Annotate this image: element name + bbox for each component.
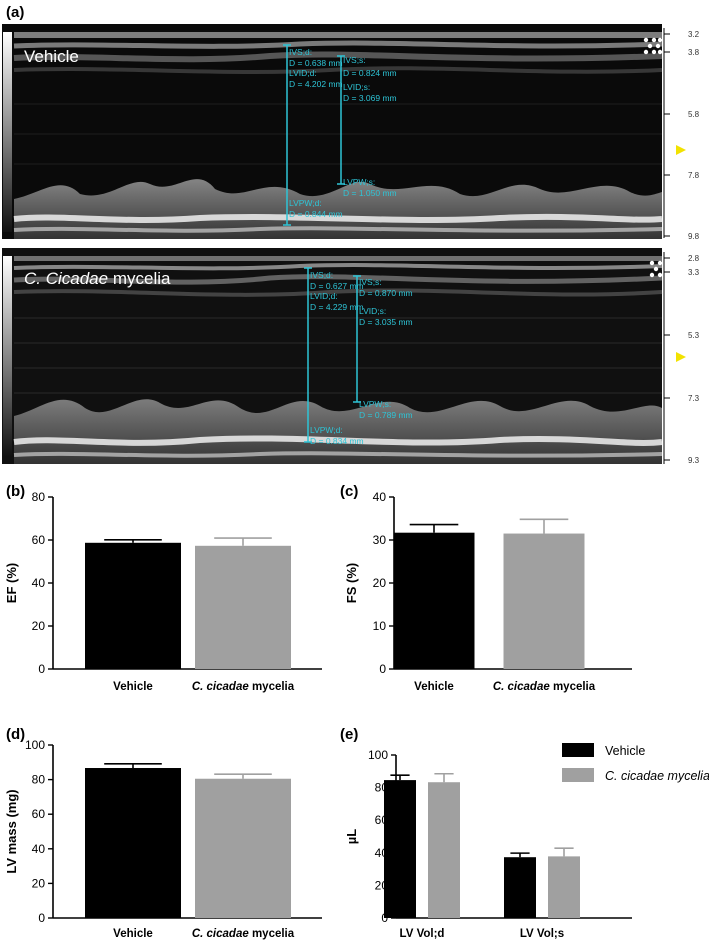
- panel-label-d: (d): [6, 726, 26, 743]
- x-category-label: Vehicle: [414, 681, 454, 693]
- vevo-logo-icon: [649, 260, 669, 278]
- bar: [384, 780, 416, 918]
- y-axis-label: LV mass (mg): [4, 789, 19, 873]
- depth-tick: 2.8: [688, 254, 700, 263]
- measure-value: D = 3.035 mm: [359, 317, 413, 327]
- depth-tick: 9.8: [688, 232, 700, 241]
- grayscale-bar: [3, 256, 12, 456]
- panel-label-a: (a): [6, 4, 25, 21]
- measure-label: LVID;s:: [343, 82, 370, 92]
- x-category-label: C. cicadae mycelia: [493, 681, 596, 693]
- depth-tick: 5.8: [688, 110, 700, 119]
- y-axis-label: FS (%): [344, 563, 359, 603]
- grayscale-bar: [3, 32, 12, 232]
- bar: [503, 533, 585, 669]
- x-category-label: LV Vol;d: [400, 928, 445, 940]
- legend-label: Vehicle: [605, 744, 645, 758]
- depth-tick: 3.2: [688, 30, 700, 39]
- chart-ef: 0 20 40 60 80 EF (%) Vehicle C. cicadae mycelia: [4, 490, 322, 693]
- measure-value: D = 0.789 mm: [359, 410, 413, 420]
- y-axis-label: µL: [344, 829, 359, 844]
- y-tick-label: 0: [38, 911, 45, 925]
- y-tick-label: 60: [32, 807, 46, 821]
- measure-value: D = 3.069 mm: [343, 93, 397, 103]
- y-tick-label: 40: [373, 490, 387, 504]
- bar: [428, 782, 460, 918]
- measure-value: D = 4.229 mm: [310, 302, 364, 312]
- measure-value: D = 0.638 mm: [289, 58, 343, 68]
- panel-label-c: (c): [340, 483, 359, 500]
- panel-label-b: (b): [6, 483, 26, 500]
- y-tick-label: 40: [32, 842, 46, 856]
- x-category-label: Vehicle: [113, 681, 153, 693]
- measure-label: LVPW;d:: [289, 198, 322, 208]
- y-tick-label: 80: [32, 490, 46, 504]
- y-tick-label: 20: [373, 576, 387, 590]
- bar: [548, 856, 580, 918]
- measure-label: LVPW;s:: [343, 177, 375, 187]
- y-tick-label: 80: [32, 773, 46, 787]
- panel-label-e: (e): [340, 726, 359, 743]
- measure-label: IVS;s:: [343, 55, 366, 65]
- measure-value: D = 4.202 mm: [289, 79, 343, 89]
- focus-marker-icon: [676, 352, 686, 362]
- bar: [85, 542, 181, 669]
- caliper-lines: [283, 44, 345, 226]
- echo-treated: 2.8 3.3 5.3 7.3 9.3 C. Cicadae mycelia I…: [0, 248, 709, 468]
- y-tick-label: 0: [379, 662, 386, 676]
- y-tick-label: 30: [373, 533, 387, 547]
- measure-label: IVS;s:: [359, 277, 382, 287]
- measure-value: D = 0.870 mm: [359, 288, 413, 298]
- measure-label: LVID;d:: [310, 291, 338, 301]
- depth-tick: 3.3: [688, 268, 700, 277]
- y-tick-label: 40: [32, 576, 46, 590]
- measure-value: D = 0.627 mm: [310, 281, 364, 291]
- measure-value: D = 0.844 mm: [289, 209, 343, 219]
- measure-label: IVS;d:: [310, 270, 333, 280]
- bar: [195, 778, 291, 918]
- y-tick-label: 60: [32, 533, 46, 547]
- measure-value: D = 1.050 mm: [343, 188, 397, 198]
- measure-label: LVPW;s:: [359, 399, 391, 409]
- bar: [85, 768, 181, 918]
- y-tick-label: 100: [25, 738, 45, 752]
- chart-lv-mass: 0 20 40 60 80 100 LV mass (mg) Vehicle C. cicada…: [4, 738, 322, 940]
- x-category-label: C. cicadae mycelia: [192, 681, 295, 693]
- bar: [195, 545, 291, 669]
- depth-tick: 9.3: [688, 456, 700, 465]
- y-tick-label: 20: [32, 876, 46, 890]
- vevo-logo-icon: [643, 37, 663, 55]
- y-tick-label: 100: [368, 748, 388, 762]
- measure-value: D = 0.834 mm: [310, 436, 364, 446]
- depth-tick: 3.8: [688, 48, 700, 57]
- echo-title: C. Cicadae mycelia: [24, 269, 171, 288]
- legend-swatch: [562, 768, 594, 782]
- depth-tick: 5.3: [688, 331, 700, 340]
- caliper-lines: [304, 267, 361, 443]
- bar: [393, 532, 475, 669]
- echo-title: Vehicle: [24, 47, 79, 66]
- chart-lv-volume: 020406080100µLLV Vol;dLV Vol;sVehicleC. …: [344, 743, 709, 940]
- depth-tick: 7.3: [688, 394, 700, 403]
- x-category-label: LV Vol;s: [520, 928, 564, 940]
- measure-label: LVID;s:: [359, 306, 386, 316]
- x-category-label: Vehicle: [113, 928, 153, 940]
- focus-marker-icon: [676, 145, 686, 155]
- measure-label: LVPW;d:: [310, 425, 343, 435]
- measure-label: IVS;d:: [289, 47, 312, 57]
- bar: [504, 857, 536, 918]
- y-tick-label: 20: [32, 619, 46, 633]
- legend-label: C. cicadae mycelia: [605, 769, 709, 783]
- y-tick-label: 10: [373, 619, 387, 633]
- measure-value: D = 0.824 mm: [343, 68, 397, 78]
- echo-vehicle: 3.2 3.8 5.8 7.8 9.8 Vehicle IVS;d: D = 0…: [0, 24, 709, 242]
- legend-swatch: [562, 743, 594, 757]
- depth-tick: 7.8: [688, 171, 700, 180]
- x-category-label: C. cicadae mycelia: [192, 928, 295, 940]
- measure-label: LVID;d:: [289, 68, 317, 78]
- y-axis-label: EF (%): [4, 563, 19, 603]
- y-tick-label: 0: [38, 662, 45, 676]
- chart-fs: 0 10 20 30 40 FS (%) Vehicle C. cicadae mycelia: [344, 490, 632, 693]
